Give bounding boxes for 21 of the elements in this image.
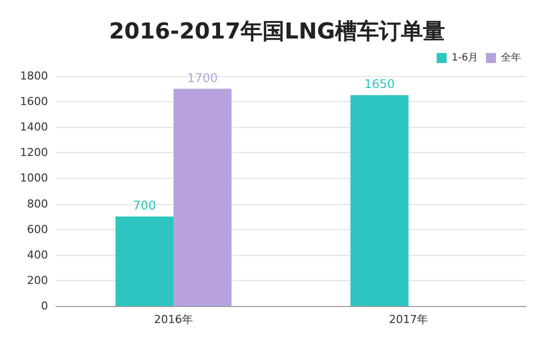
y-tick-label: 1200 xyxy=(20,146,48,160)
chart-title: 2016-2017年国LNG槽车订单量 xyxy=(108,18,446,44)
bar xyxy=(350,95,408,306)
y-tick-label: 400 xyxy=(27,248,48,262)
bar xyxy=(116,216,174,306)
y-tick-label: 1800 xyxy=(20,70,48,82)
y-tick-label: 600 xyxy=(27,222,48,236)
data-label: 700 xyxy=(133,198,156,213)
bar xyxy=(174,88,232,306)
y-tick-label: 0 xyxy=(41,300,48,312)
y-tick-label: 1600 xyxy=(20,95,48,108)
data-label: 1700 xyxy=(187,70,218,85)
data-label: 1650 xyxy=(364,77,395,92)
y-tick-label: 1000 xyxy=(20,172,48,185)
y-tick-label: 1400 xyxy=(20,120,48,134)
x-tick-label: 2016年 xyxy=(154,313,193,326)
y-tick-label: 800 xyxy=(27,197,48,210)
y-tick-label: 200 xyxy=(27,274,48,287)
legend-label: 1-6月 xyxy=(452,52,478,64)
x-tick-label: 2017年 xyxy=(389,313,428,326)
legend-label: 全年 xyxy=(501,52,521,64)
